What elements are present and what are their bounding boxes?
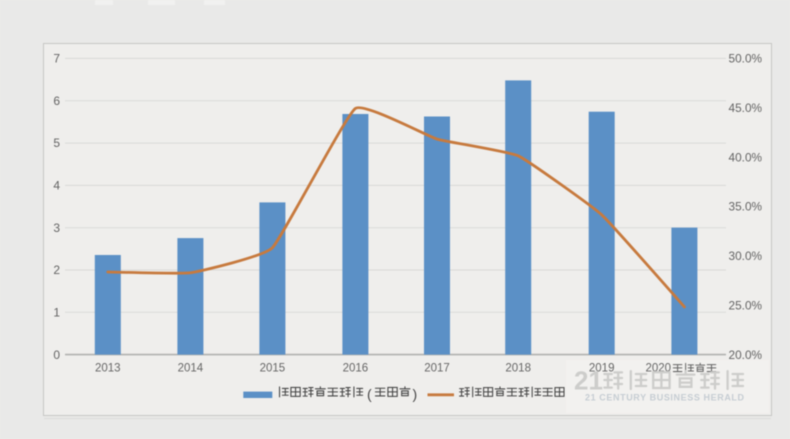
svg-text:30.0%: 30.0% [729, 249, 763, 263]
svg-text:35.0%: 35.0% [729, 200, 763, 214]
svg-text:3: 3 [53, 221, 60, 235]
svg-text:25.0%: 25.0% [729, 298, 763, 312]
svg-text:21: 21 [574, 366, 603, 396]
svg-text:45.0%: 45.0% [729, 101, 763, 115]
svg-text:40.0%: 40.0% [729, 150, 763, 164]
svg-text:2015: 2015 [260, 363, 286, 375]
svg-text:): ) [413, 386, 418, 402]
svg-text:(: ( [367, 386, 372, 402]
svg-text:2: 2 [53, 263, 60, 277]
svg-text:21 CENTURY BUSINESS HERALD: 21 CENTURY BUSINESS HERALD [585, 393, 745, 403]
svg-text:7: 7 [53, 52, 60, 66]
svg-text:5: 5 [53, 136, 60, 150]
svg-text:2018: 2018 [505, 363, 531, 375]
svg-text:1: 1 [53, 306, 60, 320]
svg-text:50.0%: 50.0% [729, 52, 763, 66]
svg-text:20.0%: 20.0% [729, 348, 763, 362]
svg-text:2017: 2017 [424, 363, 450, 375]
svg-text:2014: 2014 [178, 363, 204, 375]
svg-text:4: 4 [53, 179, 60, 193]
svg-text:2019: 2019 [589, 363, 615, 375]
svg-text:2016: 2016 [343, 363, 369, 375]
svg-text:2013: 2013 [95, 363, 121, 375]
svg-text:6: 6 [53, 94, 60, 108]
svg-text:0: 0 [53, 348, 60, 362]
